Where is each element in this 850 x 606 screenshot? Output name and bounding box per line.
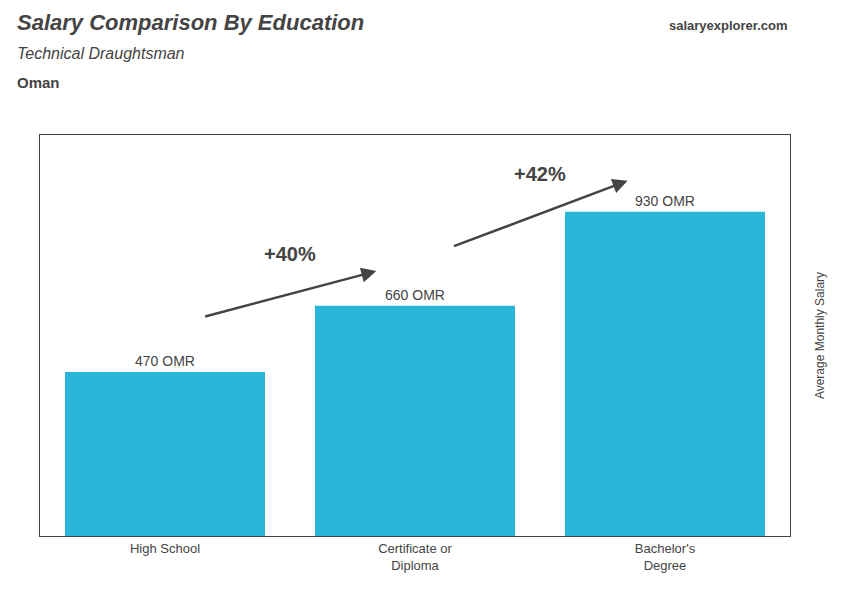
svg-text:Salary Comparison By Education: Salary Comparison By EducationTechnical …	[17, 10, 364, 90]
svg-text:High School: High School	[130, 541, 200, 556]
svg-text:930 OMR: 930 OMR	[635, 193, 695, 209]
svg-text:470 OMR: 470 OMR	[135, 353, 195, 369]
svg-text:Bachelor'sDegree: Bachelor'sDegree	[635, 541, 696, 573]
svg-text:Average Monthly Salary: Average Monthly Salary	[813, 272, 827, 399]
svg-text:+42%: +42%	[514, 163, 566, 185]
svg-text:660 OMR: 660 OMR	[385, 287, 445, 303]
svg-text:salaryexplorer.com: salaryexplorer.com	[669, 18, 788, 33]
svg-text:+40%: +40%	[264, 243, 316, 265]
svg-text:Certificate orDiploma: Certificate orDiploma	[378, 541, 452, 573]
